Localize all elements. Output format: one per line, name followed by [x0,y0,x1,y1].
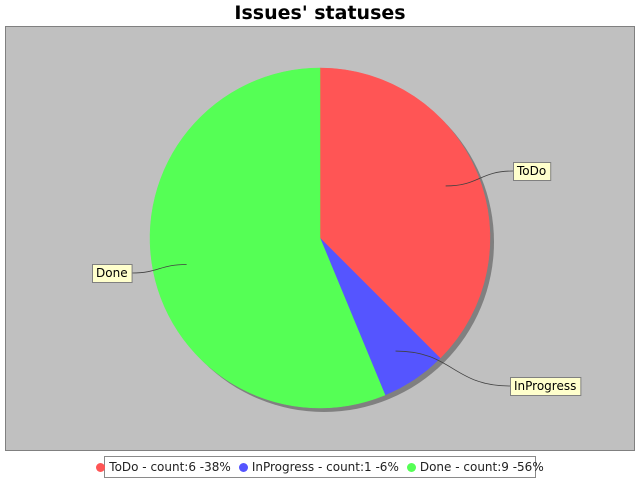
legend-swatch-inprogress [238,462,248,472]
pie-slice-todo [319,67,491,359]
label-box-todo [513,162,552,181]
legend-label-done: Done - count:9 -56% [419,460,544,474]
chart-title: Issues' statuses [234,2,406,24]
legend-item-done: Done - count:9 -56% [406,460,544,474]
slice-label-todo: ToDo [516,164,546,178]
label-connector-done [131,264,187,274]
label-connector-todo [445,170,514,187]
pie-chart: ToDo InProgress Done [5,26,635,451]
slice-label-inprogress: InProgress [514,379,576,393]
label-box-done [92,264,133,283]
legend-label-inprogress: InProgress - count:1 -6% [251,460,399,474]
label-box-inprogress [510,377,582,396]
legend-label-todo: ToDo - count:6 -38% [109,460,231,474]
label-connector-inprogress [395,350,511,387]
pie-slice-done [149,67,386,409]
legend-swatch-done [406,462,416,472]
legend-item-inprogress: InProgress - count:1 -6% [238,460,399,474]
slice-label-done: Done [96,266,128,280]
legend: ToDo - count:6 -38% InProgress - count:1… [96,456,544,478]
legend-swatch-todo [96,462,106,472]
legend-item-todo: ToDo - count:6 -38% [96,460,231,474]
